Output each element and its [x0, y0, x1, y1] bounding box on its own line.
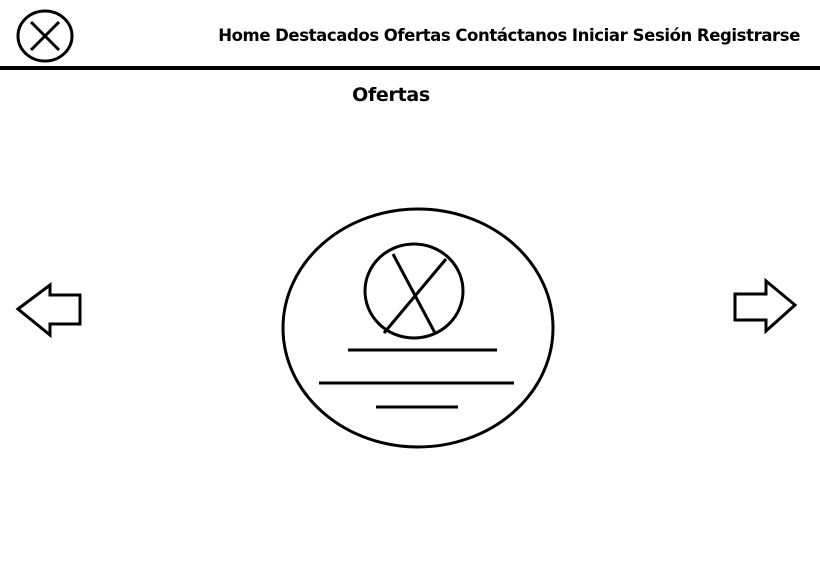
header: Home Destacados Ofertas Contáctanos Inic…: [0, 0, 820, 71]
nav-link-iniciar-sesion[interactable]: Iniciar Sesión: [571, 25, 692, 45]
header-divider: [0, 66, 820, 70]
carousel-prev-button[interactable]: [15, 282, 83, 338]
nav-link-ofertas[interactable]: Ofertas: [383, 25, 451, 45]
logo-placeholder-icon[interactable]: [15, 9, 75, 63]
page-title: Ofertas: [352, 84, 430, 106]
nav-link-home[interactable]: Home: [218, 25, 271, 45]
nav-link-registrarse[interactable]: Registrarse: [696, 25, 800, 45]
card-frame-outline: [281, 207, 555, 449]
arrow-left-icon: [15, 282, 82, 338]
nav-link-destacados[interactable]: Destacados: [275, 25, 379, 45]
offer-card[interactable]: [280, 207, 556, 451]
offer-card-graphic: [281, 207, 555, 449]
nav-link-contactanos[interactable]: Contáctanos: [455, 25, 567, 45]
image-placeholder-icon: [363, 242, 465, 340]
carousel-next-button[interactable]: [732, 278, 798, 334]
main-nav: Home Destacados Ofertas Contáctanos Inic…: [218, 22, 800, 48]
arrow-right-icon: [733, 278, 798, 334]
